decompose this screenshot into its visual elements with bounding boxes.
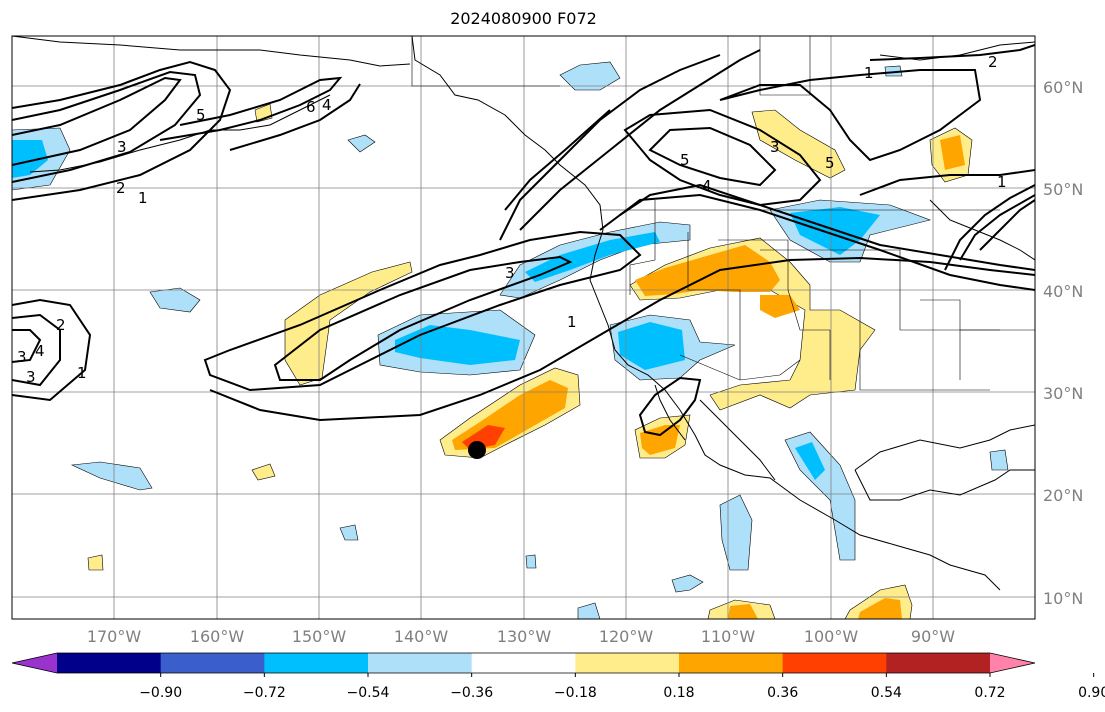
lat-label: 50°N	[1043, 180, 1083, 199]
colorbar-segment	[160, 653, 265, 673]
contour-label: 3	[770, 138, 780, 156]
latitude-axis: 60°N 50°N 40°N 30°N 20°N 10°N	[1043, 78, 1083, 608]
colorbar-segment	[679, 653, 784, 673]
shaded-anomaly-field	[12, 61, 1009, 619]
negative-anomaly-region	[671, 574, 704, 593]
lat-label: 60°N	[1043, 78, 1083, 97]
positive-anomaly-region	[858, 598, 902, 619]
colorbar-extend-low	[12, 653, 57, 673]
negative-anomaly-region	[618, 322, 685, 370]
lat-label: 20°N	[1043, 486, 1083, 505]
negative-anomaly-region	[347, 134, 376, 153]
contour-label: 5	[825, 154, 835, 172]
contour-label: 4	[322, 96, 332, 114]
positive-anomaly-region	[635, 245, 780, 296]
contour-label: 1	[997, 173, 1007, 191]
contour-label: 5	[196, 106, 206, 124]
lon-label: 90°W	[911, 627, 955, 646]
lat-label: 10°N	[1043, 589, 1083, 608]
negative-anomaly-region	[149, 287, 201, 313]
map-panel: 1 2 3 3 4 5 6 3 5 4 3 1 1 1 2 1 2 3 5 4	[12, 36, 1035, 619]
negative-anomaly-region	[70, 461, 153, 491]
colorbar-tick-label: −0.54	[347, 685, 390, 701]
contour-label-group: 1 2 3 3 4 5 6 3 5 4 3 1 1 1 2 1 2 3 5 4	[17, 53, 1007, 386]
negative-anomaly-region	[784, 431, 856, 561]
map-title: 2024080900 F072	[450, 9, 597, 28]
colorbar-tick-label: 0.18	[663, 685, 694, 701]
lon-label: 120°W	[599, 627, 654, 646]
colorbar-tick-label: −0.36	[450, 685, 493, 701]
contour-label: 2	[988, 53, 998, 71]
lon-label: 150°W	[292, 627, 347, 646]
lat-label: 40°N	[1043, 282, 1083, 301]
colorbar-tick-label: −0.18	[554, 685, 597, 701]
colorbar-tick-label: −0.90	[139, 685, 182, 701]
colorbar-segment	[575, 653, 680, 673]
contour-label: 2	[116, 179, 126, 197]
negative-anomaly-region	[525, 554, 537, 569]
contour-label: 4	[35, 342, 45, 360]
contour-label: 3	[26, 368, 36, 386]
positive-anomaly-region	[760, 295, 800, 318]
positive-anomaly-region	[728, 604, 758, 619]
contour-label: 3	[505, 264, 515, 282]
colorbar: −0.90 −0.72 −0.54 −0.36 −0.18 0.18 0.36 0.54 0.7…	[11, 652, 1105, 701]
negative-anomaly-region	[559, 61, 621, 91]
contour-label: 1	[77, 364, 87, 382]
positive-anomaly-region	[251, 463, 276, 481]
negative-anomaly-region	[989, 449, 1009, 471]
lat-label: 30°N	[1043, 384, 1083, 403]
map-frame	[11, 35, 1036, 620]
negative-anomaly-region	[395, 325, 520, 365]
positive-anomaly-region	[751, 109, 846, 179]
colorbar-segment	[264, 653, 369, 673]
negative-anomaly-region	[12, 140, 48, 178]
colorbar-tick-label: 0.72	[974, 685, 1005, 701]
colorbar-tick-label: 0.36	[767, 685, 798, 701]
lon-label: 160°W	[190, 627, 245, 646]
colorbar-tick-label: 0.54	[871, 685, 902, 701]
negative-anomaly-region	[577, 602, 601, 619]
contour-label: 3	[117, 138, 127, 156]
lon-label: 100°W	[804, 627, 859, 646]
colorbar-outline	[11, 652, 1036, 674]
colorbar-segment	[782, 653, 887, 673]
colorbar-segment	[368, 653, 473, 673]
colorbar-segment	[886, 653, 991, 673]
longitude-axis: 170°W 160°W 150°W 140°W 130°W 120°W 110°…	[87, 627, 955, 646]
positive-anomaly-region	[284, 261, 413, 386]
positive-anomaly-region	[940, 135, 965, 170]
colorbar-extend-high	[990, 653, 1035, 673]
graticule	[12, 36, 1035, 619]
negative-anomaly-region	[795, 442, 825, 480]
colorbar-tick-label: −0.72	[243, 685, 286, 701]
contour-label: 2	[56, 316, 66, 334]
contour-label: 1	[138, 189, 148, 207]
contour-label: 6	[306, 98, 316, 116]
lon-label: 170°W	[87, 627, 142, 646]
positive-anomaly-region	[87, 554, 104, 571]
contour-label: 4	[702, 177, 712, 195]
colorbar-segment	[471, 653, 576, 673]
storm-center-marker	[468, 441, 486, 459]
lon-label: 140°W	[394, 627, 449, 646]
contour-label: 5	[680, 151, 690, 169]
contour-label: 3	[17, 348, 27, 366]
negative-anomaly-region	[339, 524, 359, 541]
colorbar-segment	[57, 653, 162, 673]
contour-label: 1	[567, 313, 577, 331]
colorbar-tick-label: 0.90	[1078, 685, 1105, 701]
contour-lines	[12, 44, 1035, 437]
lon-label: 130°W	[497, 627, 552, 646]
lon-label: 110°W	[701, 627, 756, 646]
political-borders	[411, 36, 1035, 391]
contour-label: 1	[864, 64, 874, 82]
